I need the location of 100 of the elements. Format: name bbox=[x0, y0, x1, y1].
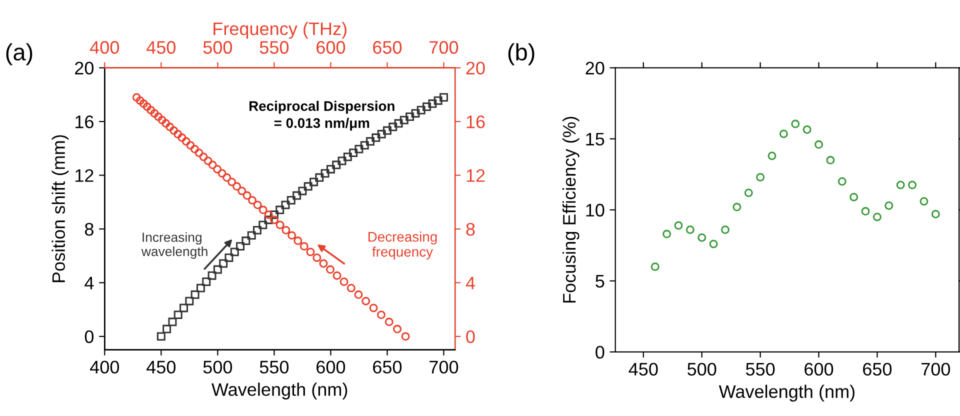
point bbox=[158, 116, 166, 124]
point bbox=[194, 148, 204, 158]
y-tick-label: 10 bbox=[586, 204, 604, 217]
point bbox=[224, 253, 234, 262]
point bbox=[276, 206, 284, 214]
point bbox=[400, 116, 408, 124]
point bbox=[276, 220, 284, 230]
point bbox=[294, 236, 302, 246]
point bbox=[372, 133, 380, 142]
point bbox=[338, 156, 346, 166]
point bbox=[304, 182, 312, 191]
point bbox=[650, 262, 660, 271]
y2-tick-label: 0 bbox=[466, 330, 475, 344]
point bbox=[174, 130, 182, 138]
x-tick-label: 600 bbox=[804, 362, 834, 376]
point bbox=[208, 160, 217, 170]
x2-tick-label: 550 bbox=[260, 41, 289, 54]
point bbox=[190, 144, 199, 154]
point bbox=[732, 202, 742, 212]
point bbox=[292, 191, 302, 200]
x2-tick-label: 400 bbox=[90, 41, 119, 54]
y-tick-label: 4 bbox=[84, 276, 94, 290]
point bbox=[154, 112, 163, 121]
point bbox=[213, 265, 222, 274]
x-tick-label: 450 bbox=[628, 362, 658, 376]
point bbox=[721, 226, 730, 234]
point bbox=[156, 332, 166, 341]
point bbox=[252, 226, 262, 234]
x2-tick-label: 600 bbox=[316, 41, 346, 54]
y-tick-label: 5 bbox=[596, 275, 604, 288]
point bbox=[354, 290, 363, 299]
point bbox=[168, 318, 177, 326]
point bbox=[850, 192, 858, 202]
x-tick-label: 400 bbox=[90, 360, 119, 374]
x-tick-label: 700 bbox=[430, 360, 458, 374]
point bbox=[931, 210, 940, 218]
point bbox=[884, 201, 894, 210]
x2-tick-label: 450 bbox=[146, 41, 176, 54]
point bbox=[182, 137, 190, 146]
point bbox=[674, 221, 683, 230]
point bbox=[298, 186, 307, 196]
y-tick-label: 0 bbox=[596, 346, 604, 359]
point bbox=[343, 152, 352, 162]
point bbox=[238, 186, 246, 196]
point bbox=[281, 200, 290, 210]
x-tick-label: 650 bbox=[373, 360, 402, 374]
x-axis-title: Wavelength (nm) bbox=[718, 384, 854, 402]
y-axis-title: Focusing Efficiency (%) bbox=[562, 116, 580, 303]
point bbox=[401, 332, 410, 341]
y-tick-label: 15 bbox=[586, 132, 604, 146]
point bbox=[428, 99, 437, 108]
point bbox=[920, 197, 928, 206]
point bbox=[247, 231, 256, 240]
point bbox=[366, 137, 374, 146]
point bbox=[264, 216, 273, 224]
point bbox=[178, 133, 186, 142]
point bbox=[219, 259, 228, 268]
x2-axis-title: Frequency (THz) bbox=[214, 22, 346, 39]
point bbox=[376, 310, 386, 320]
point bbox=[377, 130, 386, 138]
x-tick-label: 450 bbox=[146, 360, 176, 374]
annotation: Reciprocal Dispersion = 0.013 nm/μm bbox=[249, 100, 394, 131]
point bbox=[320, 169, 330, 178]
y-axis-title: Position shift (mm) bbox=[52, 135, 69, 282]
text: (b) bbox=[508, 43, 534, 66]
point bbox=[326, 265, 334, 274]
point bbox=[288, 231, 296, 240]
point bbox=[686, 226, 694, 234]
point bbox=[186, 141, 195, 150]
point bbox=[228, 178, 236, 186]
x-axis-title: Wavelength (nm) bbox=[212, 382, 348, 400]
point bbox=[258, 206, 268, 214]
point bbox=[393, 324, 402, 334]
point bbox=[340, 278, 348, 286]
point bbox=[440, 93, 448, 102]
point bbox=[744, 188, 753, 198]
point bbox=[698, 233, 706, 242]
x-tick-label: 650 bbox=[863, 362, 892, 376]
point bbox=[230, 248, 239, 256]
point bbox=[779, 130, 788, 138]
point bbox=[232, 182, 242, 191]
point bbox=[362, 296, 370, 306]
point bbox=[190, 290, 200, 299]
annotation: Increasing wavelength bbox=[141, 232, 208, 259]
y2-tick-label: 4 bbox=[466, 276, 475, 290]
point bbox=[208, 271, 216, 280]
point bbox=[264, 210, 273, 219]
point bbox=[196, 284, 205, 292]
x-tick-label: 550 bbox=[260, 360, 289, 374]
y-tick-label: 20 bbox=[586, 62, 604, 75]
point bbox=[312, 253, 322, 262]
y2-tick-label: 16 bbox=[466, 115, 485, 128]
y-tick-label: 16 bbox=[76, 115, 94, 128]
point bbox=[222, 173, 232, 182]
y2-tick-label: 12 bbox=[466, 169, 485, 182]
point bbox=[139, 99, 148, 108]
point bbox=[332, 160, 341, 170]
point bbox=[360, 141, 369, 150]
x-tick-label: 600 bbox=[316, 360, 346, 374]
point bbox=[388, 122, 398, 132]
